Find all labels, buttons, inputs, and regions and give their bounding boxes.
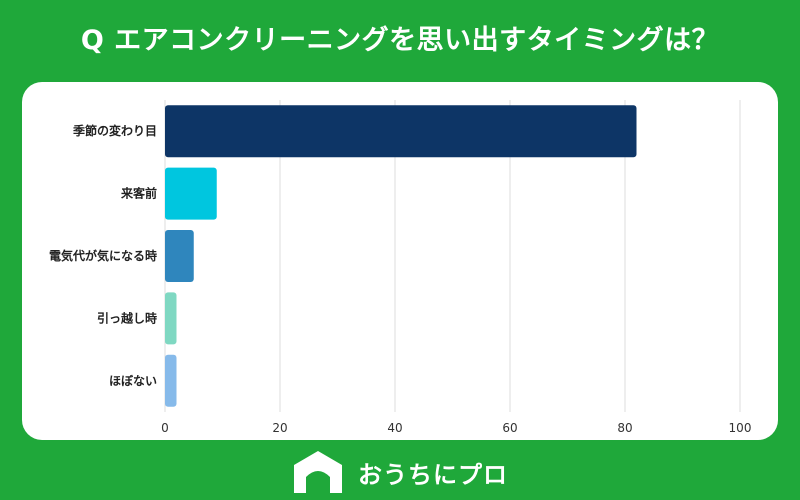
x-tick-label: 40 — [387, 421, 402, 435]
category-label: 来客前 — [120, 186, 157, 201]
x-tick-label: 60 — [502, 421, 517, 435]
bar — [165, 230, 194, 282]
bar — [165, 354, 177, 407]
category-label: ほぼない — [109, 374, 157, 388]
x-tick-label: 20 — [272, 421, 287, 435]
bar — [165, 292, 177, 345]
category-label: 季節の変わり目 — [72, 123, 157, 138]
house-logo-icon — [294, 451, 342, 493]
chart-title: Q エアコンクリーニングを思い出すタイミングは？ — [80, 25, 720, 56]
x-tick-label: 80 — [617, 421, 632, 435]
brand-name: おうちにプロ — [358, 460, 508, 489]
bar — [165, 105, 637, 158]
category-label: 引っ越し時 — [97, 310, 157, 325]
x-tick-label: 100 — [729, 421, 752, 435]
chart-card: 0 20 40 60 80 100 季節の変わり目来客前電気代が気になる時引っ越し時ほぼない — [22, 82, 778, 440]
bar — [165, 167, 217, 220]
x-tick-label: 0 — [161, 421, 169, 435]
footer: おうちにプロ — [0, 448, 800, 496]
category-label: 電気代が気になる時 — [49, 248, 157, 263]
